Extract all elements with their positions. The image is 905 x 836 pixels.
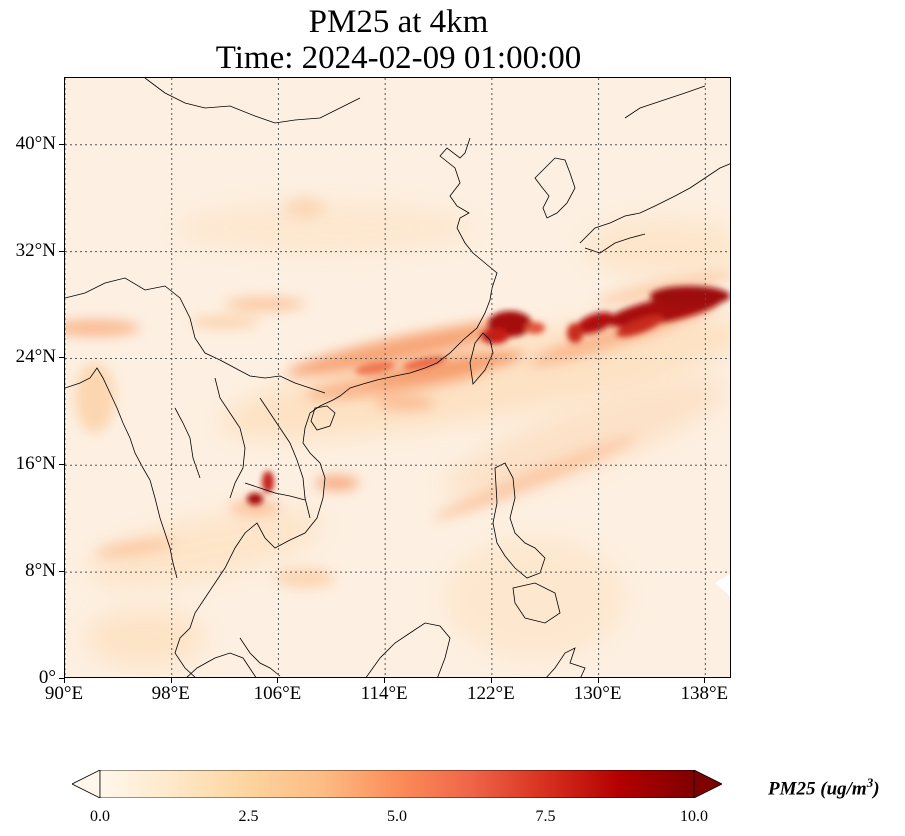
lon-tick-mark — [64, 678, 65, 683]
pm25-map — [65, 78, 730, 677]
lon-tick-label: 90°E — [44, 683, 84, 704]
chart-title-line-2: Time: 2024-02-09 01:00:00 — [215, 40, 582, 76]
colorbar-tick-label: 2.5 — [238, 808, 259, 825]
colorbar — [72, 770, 722, 798]
lon-tick-label: 106°E — [253, 683, 302, 704]
lat-tick-label: 24°N — [15, 346, 56, 368]
gridlines — [65, 78, 730, 677]
colorbar-max-extend — [693, 770, 722, 798]
lon-tick-mark — [384, 678, 386, 683]
lon-tick-mark — [277, 678, 279, 683]
coastlines — [65, 78, 730, 677]
lat-tick-label: 8°N — [25, 560, 56, 582]
pm25-concentration-field — [65, 78, 730, 677]
lat-tick-label: 40°N — [15, 132, 56, 154]
colorbar-tick-label: 7.5 — [535, 808, 556, 825]
lon-tick-label: 114°E — [360, 683, 408, 704]
colorbar-gradient — [99, 770, 695, 798]
map-plot-area — [64, 77, 731, 678]
colorbar-tick-label: 5.0 — [387, 808, 407, 825]
colorbar-label-sup: 3 — [866, 775, 874, 790]
lat-tick-label: 32°N — [15, 239, 56, 261]
colorbar-tick-label: 10.0 — [680, 808, 708, 825]
lon-tick-mark — [490, 678, 492, 683]
lat-tick-mark — [59, 464, 64, 466]
lat-tick-mark — [59, 571, 64, 573]
lat-tick-mark — [59, 143, 64, 145]
colorbar-label-end: ) — [873, 778, 880, 800]
lat-tick-label: 16°N — [15, 453, 56, 475]
lat-tick-mark — [59, 678, 64, 679]
lon-tick-mark — [597, 678, 599, 683]
colorbar-label-main: PM25 (ug/m — [768, 778, 867, 800]
lon-tick-label: 98°E — [151, 683, 190, 704]
colorbar-tick-label: 0.0 — [90, 808, 110, 825]
colorbar-min-extend — [72, 770, 101, 798]
colorbar-label: PM25 (ug/m3) — [768, 775, 880, 800]
lat-tick-mark — [59, 250, 64, 252]
lon-tick-mark — [170, 678, 172, 683]
lon-tick-label: 138°E — [680, 683, 729, 704]
lat-tick-label: 0° — [38, 667, 56, 688]
lon-tick-mark — [704, 678, 706, 683]
lon-tick-label: 130°E — [573, 683, 622, 704]
lon-tick-label: 122°E — [467, 683, 515, 704]
chart-title-line-1: PM25 at 4km — [308, 4, 489, 40]
lat-tick-mark — [59, 357, 64, 359]
